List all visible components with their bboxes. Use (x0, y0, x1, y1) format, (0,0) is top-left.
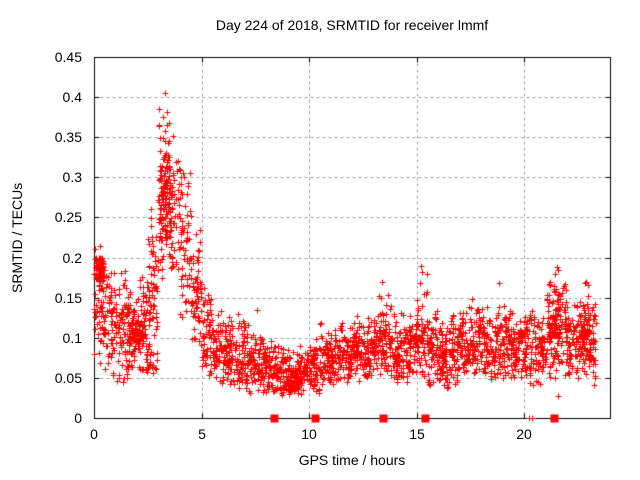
y-tick-label: 0.35 (54, 129, 82, 145)
x-tick-label: 0 (90, 426, 98, 442)
y-axis-label: SRMTID / TECUs (9, 182, 25, 293)
x-tick-label: 10 (301, 426, 317, 442)
y-tick-label: 0 (74, 410, 82, 426)
x-tick-label: 5 (198, 426, 206, 442)
y-tick-label: 0.4 (62, 89, 82, 105)
y-tick-label: 0.05 (54, 370, 82, 386)
y-tick-label: 0.25 (54, 209, 82, 225)
y-tick-label: 0.3 (62, 169, 82, 185)
y-tick-label: 0.15 (54, 290, 82, 306)
y-tick-label: 0.1 (62, 330, 82, 346)
x-axis-label: GPS time / hours (298, 452, 406, 468)
x-tick-label: 15 (409, 426, 425, 442)
x-tick-label: 20 (516, 426, 532, 442)
chart-title: Day 224 of 2018, SRMTID for receiver lmm… (215, 17, 489, 33)
y-tick-label: 0.2 (62, 250, 82, 266)
y-tick-label: 0.45 (54, 49, 82, 65)
